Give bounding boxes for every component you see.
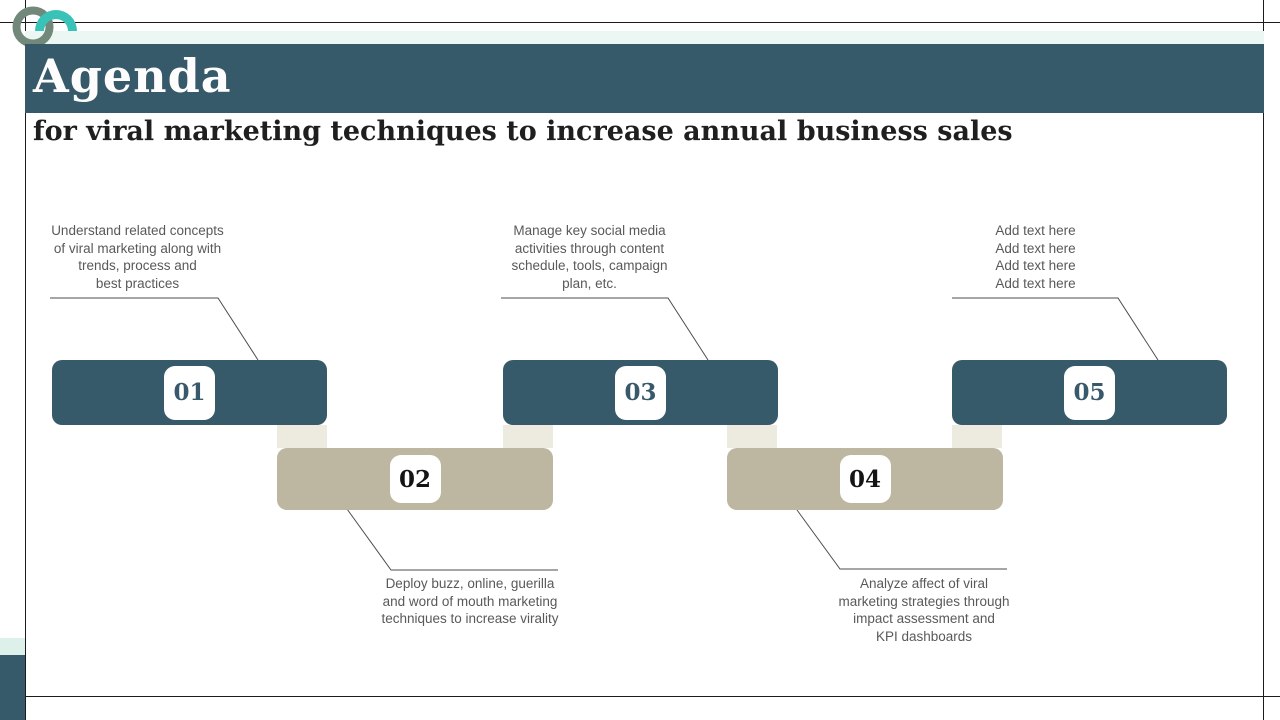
logo-icon <box>12 6 77 48</box>
bottom-left-accent <box>0 638 25 655</box>
item-description-03: Manage key social media activities throu… <box>511 223 668 291</box>
logo-arc-icon <box>35 10 77 31</box>
item-number-badge: 04 <box>839 455 891 503</box>
bottom-left-bar <box>0 655 25 720</box>
logo-ring-icon <box>12 6 54 48</box>
connector-item-1 <box>50 297 259 361</box>
header-accent-band <box>25 31 1264 44</box>
item-description-04: Analyze affect of viral marketing strate… <box>838 576 1010 644</box>
page-title: Agenda <box>33 49 232 103</box>
item-number-badge: 05 <box>1064 365 1115 420</box>
header-bar: Agenda <box>25 44 1264 113</box>
agenda-block-02: 02 <box>277 448 553 510</box>
overlap-strip <box>952 425 1002 448</box>
item-number-badge: 01 <box>164 365 215 420</box>
connector-item-2 <box>346 508 558 571</box>
overlap-strip <box>727 425 777 448</box>
item-number-badge: 02 <box>389 455 441 503</box>
item-description-05: Add text here Add text here Add text her… <box>995 223 1076 291</box>
right-guide-line <box>1263 0 1264 720</box>
connector-item-4 <box>796 509 1007 570</box>
overlap-strip <box>503 425 553 448</box>
agenda-block-05: 05 <box>952 360 1227 425</box>
top-guide-line <box>0 22 1280 23</box>
agenda-block-03: 03 <box>503 360 778 425</box>
item-number-badge: 03 <box>615 365 666 420</box>
item-description-01: Understand related concepts of viral mar… <box>51 223 224 291</box>
connector-item-3 <box>501 297 709 361</box>
bottom-guide-line <box>0 696 1280 697</box>
agenda-block-04: 04 <box>727 448 1003 510</box>
connector-item-5 <box>952 297 1159 361</box>
page-subtitle: for viral marketing techniques to increa… <box>33 116 1013 147</box>
left-guide-line <box>25 0 26 720</box>
agenda-block-01: 01 <box>52 360 327 425</box>
item-description-02: Deploy buzz, online, guerilla and word o… <box>381 576 559 626</box>
overlap-strip <box>277 425 327 448</box>
